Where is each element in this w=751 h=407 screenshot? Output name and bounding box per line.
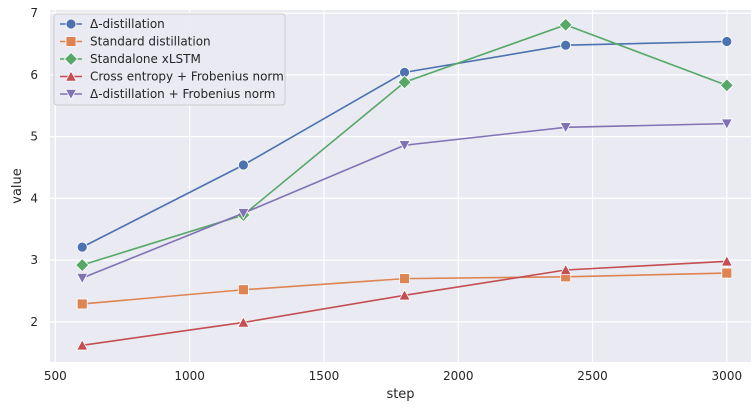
data-point: [720, 118, 733, 130]
series-4: [76, 254, 733, 351]
series-1: [76, 36, 733, 253]
legend-item: Cross entropy + Frobenius norm: [60, 70, 284, 84]
y-tick-label: 7: [30, 6, 38, 20]
x-axis-label: step: [386, 387, 414, 402]
data-point: [398, 288, 411, 301]
series-group: [75, 17, 734, 351]
legend: Δ-distillation Standard distillation Stand…: [53, 13, 286, 106]
legend-marker: [64, 88, 78, 101]
x-tick-label: 500: [44, 369, 67, 383]
data-point: [237, 316, 250, 328]
data-point: [720, 254, 733, 267]
data-point: [237, 284, 249, 296]
data-point: [237, 208, 250, 220]
data-point: [559, 122, 572, 134]
data-point: [399, 273, 410, 285]
data-point: [721, 267, 733, 279]
legend-label: Cross entropy + Frobenius norm: [90, 70, 284, 84]
y-tick-label: 2: [30, 315, 38, 329]
data-point: [76, 241, 88, 253]
y-axis-label: value: [10, 168, 25, 204]
y-tick-label: 6: [30, 68, 38, 82]
legend-item: Δ-distillation + Frobenius norm: [60, 87, 275, 101]
legend-marker: [65, 18, 77, 30]
x-tick-label: 2500: [577, 369, 608, 383]
legend-marker: [63, 51, 79, 67]
data-point: [397, 75, 412, 90]
legend-marker: [64, 70, 78, 82]
data-point: [719, 78, 734, 93]
tick-labels: 500 1000 1500 2000 2500 3000 2 3 4 5 6 7: [30, 6, 742, 383]
y-tick-label: 5: [30, 130, 38, 144]
legend-label: Standard distillation: [90, 35, 211, 49]
legend-marker: [65, 36, 77, 47]
data-point: [398, 140, 411, 152]
y-tick-label: 3: [30, 253, 38, 267]
legend-item: Standalone xLSTM: [60, 51, 201, 67]
legend-label: Δ-distillation + Frobenius norm: [90, 87, 275, 101]
series-2: [76, 267, 733, 310]
data-point: [558, 17, 573, 32]
legend-item: Δ-distillation: [60, 17, 165, 31]
data-point: [76, 338, 89, 351]
x-tick-label: 1500: [309, 369, 340, 383]
legend-box: [53, 13, 286, 106]
legend-label: Δ-distillation: [90, 17, 165, 31]
series-5: [76, 118, 733, 285]
data-point: [76, 272, 89, 285]
legend-label: Standalone xLSTM: [90, 52, 201, 66]
data-point: [559, 263, 572, 276]
x-tick-label: 2000: [443, 369, 474, 383]
x-tick-label: 3000: [712, 369, 743, 383]
data-point: [75, 257, 90, 273]
y-tick-label: 4: [30, 191, 38, 205]
data-point: [560, 39, 572, 51]
data-point: [237, 159, 249, 171]
legend-item: Standard distillation: [60, 35, 211, 49]
data-point: [721, 36, 733, 47]
x-tick-label: 1000: [174, 369, 205, 383]
data-point: [76, 298, 88, 310]
